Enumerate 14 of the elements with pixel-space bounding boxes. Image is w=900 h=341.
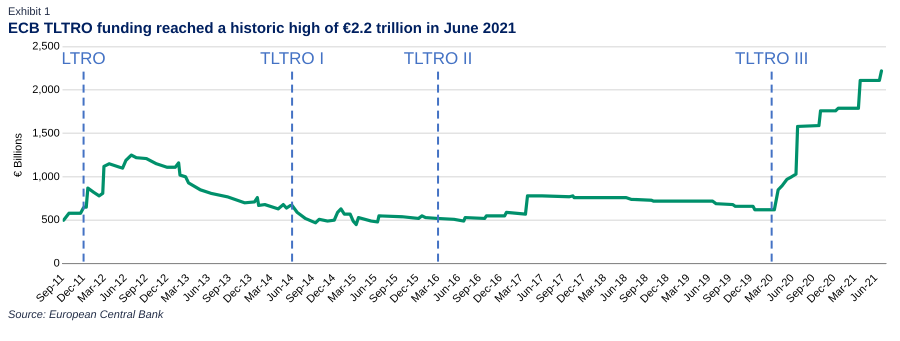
ref-line-label: LTRO — [62, 48, 106, 68]
chart-subtitle: Exhibit 1 — [8, 6, 52, 18]
ref-line-label: TLTRO I — [260, 48, 324, 68]
y-tick-label: 1,500 — [32, 127, 60, 140]
chart-title: ECB TLTRO funding reached a historic high of €2.2 trillion in June 2021 — [8, 20, 518, 37]
ref-line-label: TLTRO II — [404, 48, 472, 68]
y-tick-label: 2,500 — [32, 40, 60, 53]
y-tick-label: 500 — [41, 214, 60, 226]
y-axis-title: € Billions — [12, 132, 25, 178]
ref-line-label: TLTRO III — [734, 48, 808, 68]
source-note: Source: European Central Bank — [8, 309, 165, 321]
y-tick-label: 1,000 — [32, 170, 60, 183]
y-tick-label: 0 — [54, 258, 60, 270]
y-tick-label: 2,000 — [32, 84, 60, 96]
